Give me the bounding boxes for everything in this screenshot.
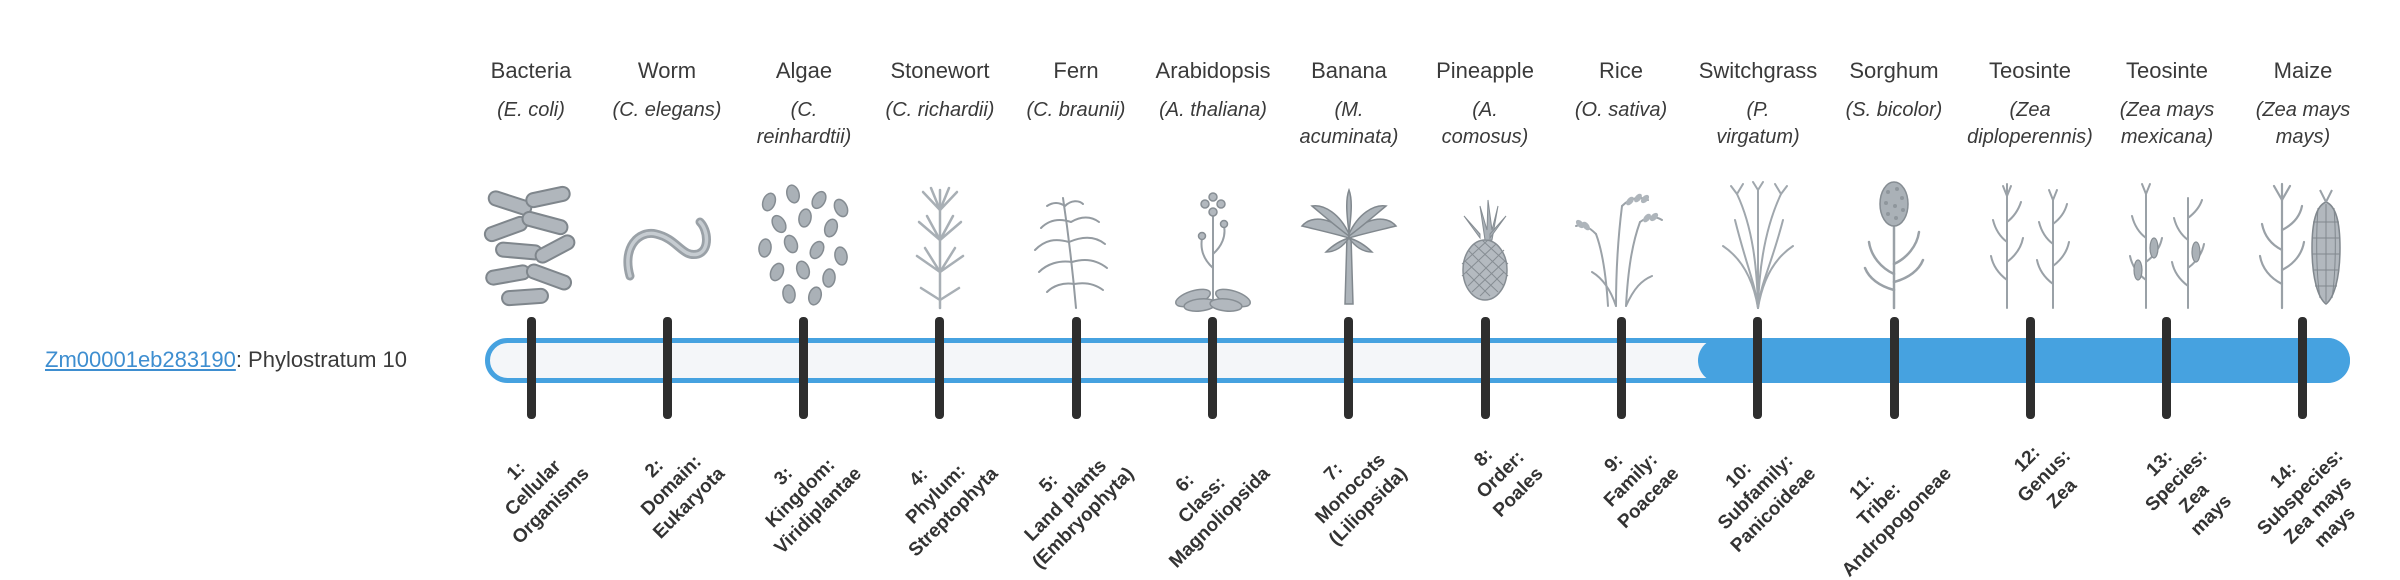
stratum-tick	[527, 317, 536, 419]
phylostratum-text: : Phylostratum 10	[235, 347, 408, 372]
stratum-clade-label: 9: Family: Poaceae	[1600, 449, 1683, 533]
maize-icon	[2248, 176, 2358, 316]
organism-common-name: Worm	[637, 58, 697, 83]
organism-common-name: Sorghum	[1849, 58, 1939, 83]
stratum-tick	[799, 317, 808, 419]
stratum-tick	[1344, 317, 1353, 419]
stratum-clade-label: 2: Domain: Eukaryota	[637, 451, 729, 543]
gene-label: Zm00001eb283190: Phylostratum 10	[45, 347, 407, 373]
stratum-clade-label: 13: Species: Zea mays	[2141, 445, 2236, 540]
organism-scientific-name: (C. braunii)	[1026, 99, 1126, 121]
stonewort-icon	[885, 176, 995, 316]
bacteria-icon	[476, 176, 586, 316]
arabidopsis-icon	[1158, 176, 1268, 316]
organism-common-name: Teosinte	[1989, 58, 2071, 83]
stratum-clade-label: 12: Genus: Zea	[2009, 442, 2081, 513]
organism-common-name: Rice	[1598, 58, 1643, 83]
stratum-tick	[1481, 317, 1490, 419]
stratum-tick	[1890, 317, 1899, 419]
organism-common-name: Bacteria	[490, 58, 572, 83]
stratum-clade-label: 11: Tribe: Andropogoneae	[1838, 463, 1956, 580]
organism-common-name: Stonewort	[890, 58, 990, 83]
organism-scientific-name: (O. sativa)	[1574, 99, 1668, 121]
organism-common-name: Pineapple	[1436, 58, 1534, 83]
organism-scientific-name: (M. acuminata)	[1299, 99, 1399, 148]
stratum-clade-label: 6: Class: Magnoliopsida	[1165, 463, 1274, 572]
stratum-tick	[1208, 317, 1217, 419]
organism-scientific-name: (C. richardii)	[885, 99, 995, 121]
teosinte-mexicana-icon	[2112, 176, 2222, 316]
phylostratum-bar-fill	[1698, 338, 2350, 383]
stratum-tick	[1072, 317, 1081, 419]
organism-common-name: Algae	[775, 58, 833, 83]
switchgrass-icon	[1703, 176, 1813, 316]
organism-scientific-name: (Zea diploperennis)	[1967, 99, 2093, 148]
organism-scientific-name: (E. coli)	[497, 99, 565, 121]
stratum-clade-label: 10: Subfamily: Panicoideae	[1714, 450, 1820, 557]
organism-common-name: Arabidopsis	[1155, 58, 1271, 83]
stratum-tick	[935, 317, 944, 419]
stratum-tick	[663, 317, 672, 419]
stratum-tick	[2298, 317, 2307, 419]
organism-scientific-name: (P. virgatum)	[1716, 99, 1800, 148]
fern-icon	[1021, 176, 1131, 316]
organism-scientific-name: (C. elegans)	[612, 99, 722, 121]
algae-icon	[749, 176, 859, 316]
stratum-clade-label: 3: Kingdom: Viridiplantae	[762, 454, 866, 559]
stratum-clade-label: 14: Subspecies: Zea mays mays	[2253, 445, 2360, 552]
worm-icon	[612, 176, 722, 316]
stratum-tick	[2026, 317, 2035, 419]
organism-scientific-name: (A. thaliana)	[1159, 99, 1267, 121]
organism-scientific-name: (Zea mays mays)	[2255, 99, 2351, 148]
organism-common-name: Fern	[1053, 58, 1099, 83]
organism-scientific-name: (C. reinhardtii)	[756, 99, 852, 148]
stratum-clade-label: 4: Phylum: Streptophyta	[901, 460, 1002, 561]
stratum-clade-label: 7: Monocots (Liliopsida)	[1311, 450, 1411, 550]
pineapple-icon	[1430, 176, 1540, 316]
stratum-clade-label: 1: Cellular Organisms	[501, 456, 593, 549]
teosinte-diploperennis-icon	[1975, 176, 2085, 316]
organism-scientific-name: (S. bicolor)	[1845, 99, 1943, 121]
stratum-tick	[2162, 317, 2171, 419]
stratum-tick	[1617, 317, 1626, 419]
banana-icon	[1294, 176, 1404, 316]
organism-scientific-name: (Zea mays mexicana)	[2119, 99, 2215, 148]
rice-icon	[1566, 176, 1676, 316]
stratum-clade-label: 5: Land plants (Embryophyta)	[1020, 455, 1138, 573]
sorghum-icon	[1839, 176, 1949, 316]
organism-common-name: Maize	[2273, 58, 2333, 83]
organism-scientific-name: (A. comosus)	[1441, 99, 1529, 148]
gene-id-link[interactable]: Zm00001eb283190	[45, 347, 236, 372]
organism-common-name: Teosinte	[2126, 58, 2208, 83]
stratum-clade-label: 8: Order: Poales	[1470, 444, 1547, 522]
organism-common-name: Switchgrass	[1698, 58, 1818, 83]
stratum-tick	[1753, 317, 1762, 419]
organism-common-name: Banana	[1311, 58, 1387, 83]
